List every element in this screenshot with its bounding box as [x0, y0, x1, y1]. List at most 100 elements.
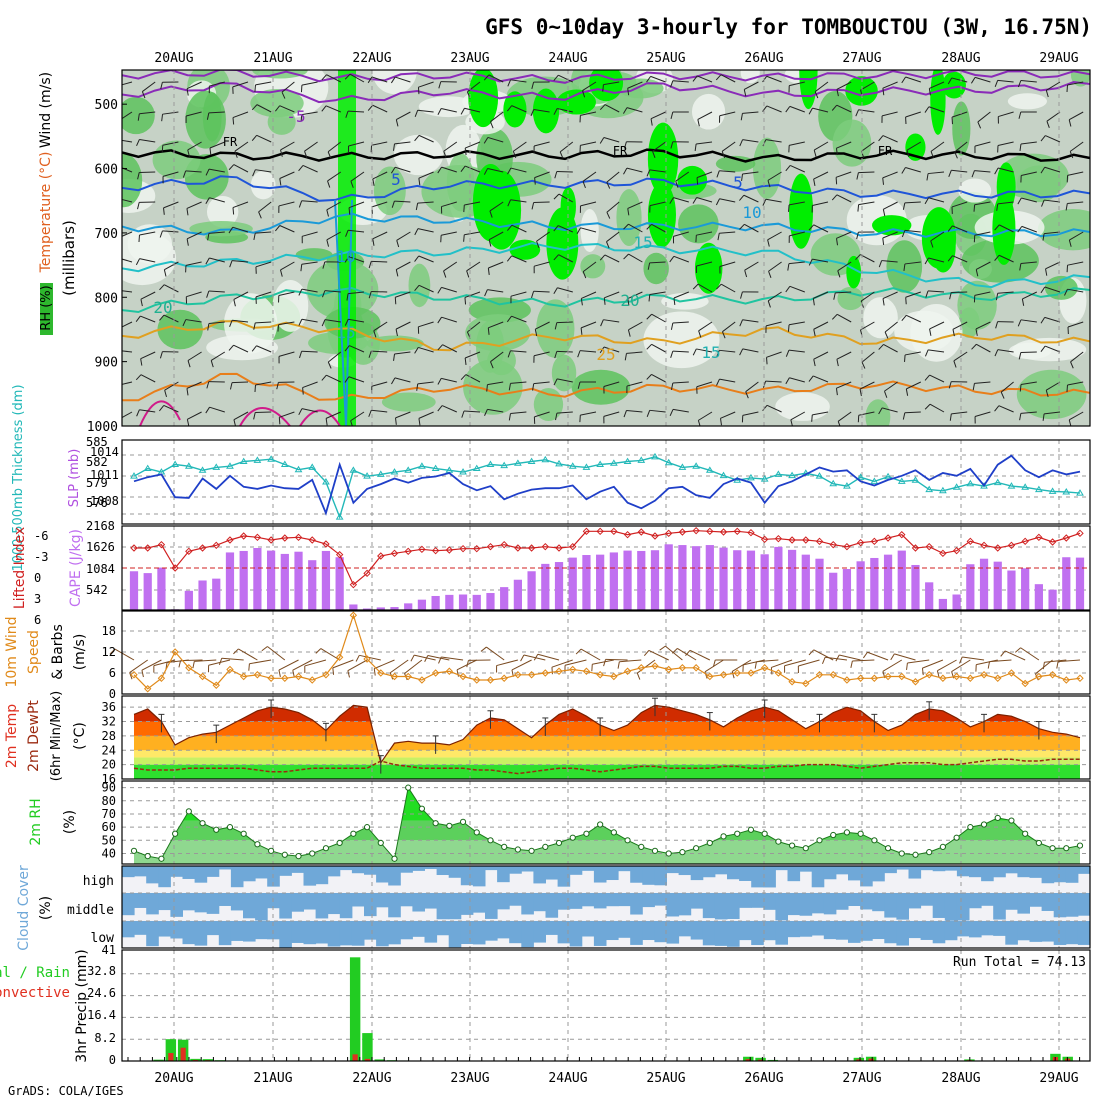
cloud-cell	[509, 921, 522, 943]
rh-point	[789, 843, 794, 848]
wind-barb-10m	[279, 670, 280, 677]
rh-point	[707, 840, 712, 845]
wind-barb-10m	[552, 660, 573, 667]
cloud-cell	[546, 866, 559, 880]
wind-barb-10m	[962, 657, 984, 660]
rh-point	[159, 856, 164, 861]
cloud-cell	[425, 893, 438, 909]
rh-patch	[552, 355, 576, 392]
precip-legend-total: Total / Rain	[0, 965, 70, 981]
top-date-label: 27AUG	[842, 51, 881, 66]
cloud-level-label: high	[83, 874, 114, 889]
cloud-cell	[654, 893, 667, 906]
rh-point	[625, 838, 630, 843]
cloud-cell	[183, 921, 196, 944]
cloud-cell	[122, 866, 135, 877]
cape-bar	[706, 545, 714, 610]
cloud-cell	[376, 921, 389, 946]
cloud-cell	[388, 921, 401, 944]
wind-barb-10m	[411, 655, 414, 661]
wind-barb-10m	[755, 662, 756, 669]
wind-barb	[113, 139, 116, 145]
cloud-cell	[727, 893, 740, 919]
cloud-cell	[618, 921, 631, 938]
cloud-cell	[400, 866, 413, 873]
rh-point	[680, 850, 685, 855]
cape-bar	[294, 552, 302, 610]
cloud-cell	[884, 893, 897, 918]
cloud-cell	[449, 866, 462, 878]
cloud-cell	[1005, 893, 1018, 910]
precip-bar	[350, 957, 360, 1061]
cloud-cell	[1066, 893, 1079, 917]
wind-barb-10m	[922, 660, 942, 668]
isotherm-label: 10	[742, 203, 761, 222]
wind-barb-10m	[348, 671, 350, 678]
cloud-cell	[449, 893, 462, 919]
precip-tick: 41	[102, 943, 116, 957]
cloud-cell	[207, 893, 220, 914]
cloud-cell	[872, 921, 885, 939]
cloud-cell	[570, 921, 583, 947]
wind-barb-10m	[976, 660, 998, 665]
slp-tick: 1008	[90, 494, 119, 508]
wind-barb	[464, 235, 465, 242]
isotherm-label: -5	[286, 107, 305, 126]
precip-conv-bar	[181, 1048, 186, 1061]
wind-barb-10m	[222, 658, 244, 660]
cape-bar	[349, 604, 357, 610]
isotherm-label: 15	[633, 233, 652, 252]
cloud-cell	[884, 921, 897, 943]
cloud-cell	[1017, 866, 1030, 877]
cloud-cell	[461, 921, 474, 944]
rh-patch-high	[942, 72, 966, 99]
rh-patch-high	[799, 32, 817, 109]
cloud-cell	[703, 893, 716, 918]
temp-axis-label: Temperature (°C)	[38, 152, 54, 274]
cloud-cell	[969, 893, 982, 908]
cape-tick: 542	[86, 583, 108, 597]
lifted-tick: 6	[34, 613, 41, 627]
wind-tick: 12	[102, 645, 116, 659]
wind-axis-label: (m/s)	[72, 634, 88, 671]
rh-point	[831, 832, 836, 837]
rh-point	[543, 844, 548, 849]
cloud-cell	[291, 921, 304, 943]
cloud-cell	[957, 866, 970, 876]
rh-point	[735, 831, 740, 836]
cloud-cell	[727, 921, 740, 947]
wind-barb	[139, 235, 140, 242]
cloud-cell	[691, 866, 704, 880]
wind-barb-10m	[238, 649, 257, 660]
cloud-cell	[812, 893, 825, 913]
cloud-cell	[594, 893, 607, 908]
cloud-cell	[231, 866, 244, 887]
cloud-cell	[279, 921, 292, 948]
cloud-cell	[606, 893, 619, 906]
cloud-cell	[933, 893, 946, 918]
cloud-cell	[304, 921, 317, 944]
rh-point	[364, 825, 369, 830]
cloud-cell	[461, 893, 474, 915]
panel-frame	[122, 440, 1090, 524]
cloud-cell	[376, 866, 389, 883]
rh-point	[227, 825, 232, 830]
precip-conv-bar	[353, 1054, 358, 1061]
rh-point	[447, 823, 452, 828]
temp-tick: 32	[102, 715, 116, 729]
wind-barb	[118, 420, 120, 427]
wind-barb-10m	[1021, 648, 1039, 660]
cape-tick: 1084	[86, 562, 115, 576]
top-date-label: 25AUG	[646, 51, 685, 66]
cape-bar	[925, 582, 933, 610]
wind-barb	[232, 382, 248, 383]
cloud-cell	[533, 921, 546, 943]
cape-bar	[610, 552, 618, 610]
cloud-cell	[945, 921, 958, 940]
cloud-cell	[364, 893, 377, 916]
cloud-cell	[376, 893, 389, 907]
cloud-cell	[570, 866, 583, 875]
cape-bar	[870, 558, 878, 610]
rh-patch	[865, 399, 890, 434]
